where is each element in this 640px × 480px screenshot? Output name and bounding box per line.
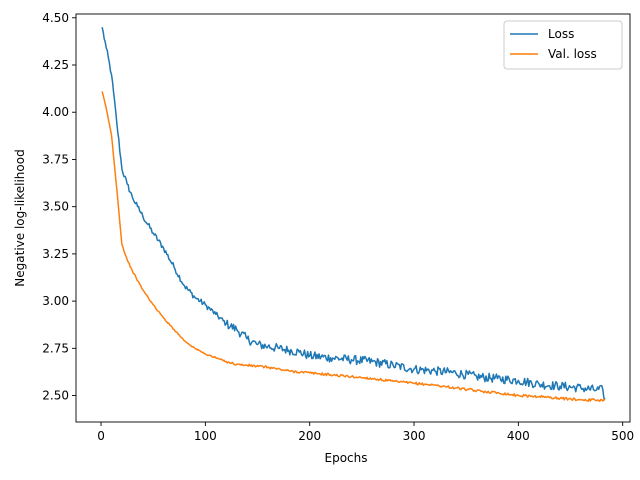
y-tick-label: 4.25 (42, 58, 69, 72)
y-tick-label: 3.50 (42, 200, 69, 214)
y-tick-label: 2.50 (42, 389, 69, 403)
y-axis-ticks: 2.50 2.75 3.00 3.25 3.50 3.75 4.00 4.25 4.50 (42, 11, 76, 403)
x-tick-label: 300 (403, 429, 426, 443)
plot-area-frame (75, 13, 631, 423)
y-tick-label: 3.75 (42, 152, 69, 166)
y-tick-label: 4.50 (42, 11, 69, 25)
y-tick-label: 2.75 (42, 341, 69, 355)
series-lines (101, 27, 606, 403)
x-tick-label: 100 (194, 429, 217, 443)
x-axis-ticks: 0 100 200 300 400 500 (97, 422, 634, 443)
legend-frame (503, 20, 623, 70)
x-tick-label: 200 (298, 429, 321, 443)
x-axis-label: Epochs (325, 451, 368, 465)
y-tick-label: 3.25 (42, 247, 69, 261)
x-tick-label: 400 (507, 429, 530, 443)
legend-label: Val. loss (548, 47, 597, 61)
legend-label: Loss (548, 27, 574, 41)
y-tick-label: 3.00 (42, 294, 69, 308)
series-line-loss (101, 27, 606, 400)
y-axis-label: Negative log-likelihood (13, 149, 27, 286)
legend: Loss Val. loss (503, 20, 623, 70)
x-tick-label: 500 (611, 429, 634, 443)
y-tick-label: 4.00 (42, 105, 69, 119)
x-tick-label: 0 (97, 429, 105, 443)
series-line-val-loss (101, 91, 606, 403)
